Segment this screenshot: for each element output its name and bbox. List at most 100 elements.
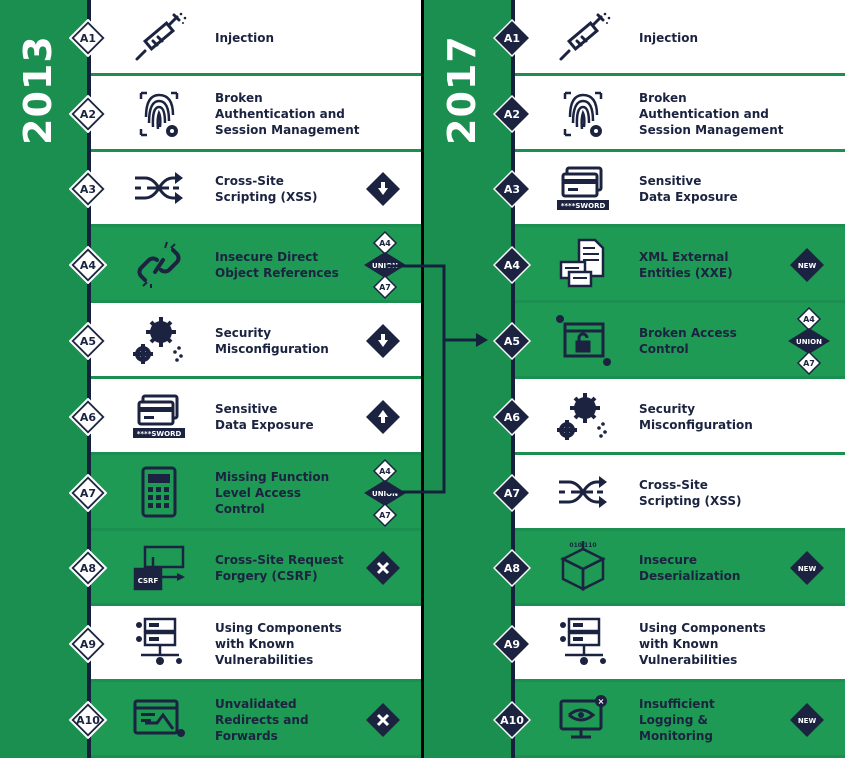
risk-row-a9: A9 Using Components with Known Vulnerabi… <box>69 606 421 683</box>
risk-label: Unvalidated Redirects and Forwards <box>215 697 309 744</box>
risk-row-a4: A4 XML External Entities (XXE) NEW <box>493 227 845 304</box>
rank-badge: A7 <box>493 473 531 512</box>
risk-label: Insecure Direct Object References <box>215 250 339 281</box>
risk-label: Broken Authentication and Session Manage… <box>639 90 784 137</box>
svg-text:A7: A7 <box>379 511 391 520</box>
gears-icon <box>555 390 611 444</box>
svg-text:A5: A5 <box>504 335 520 348</box>
rank-badge: A3 <box>69 170 107 209</box>
risk-label: Security Misconfiguration <box>639 401 753 432</box>
rank-badge: A6 <box>493 397 531 436</box>
svg-text:A8: A8 <box>80 562 96 575</box>
svg-text:UNION: UNION <box>372 262 398 270</box>
removed-icon <box>365 702 401 738</box>
rank-badge: A1 <box>69 18 107 57</box>
svg-text:A10: A10 <box>76 714 100 727</box>
risk-label: Insufficient Logging & Monitoring <box>639 697 715 744</box>
svg-text:A9: A9 <box>80 638 96 651</box>
risk-label: Broken Authentication and Session Manage… <box>215 90 360 137</box>
syringe-icon <box>131 11 187 65</box>
server-icon <box>555 617 611 671</box>
rank-badge: A8 <box>69 549 107 588</box>
risk-row-a3: A3 ****SWORD Sensitive Data Exposure <box>493 151 845 228</box>
risk-label: Cross-Site Request Forgery (CSRF) <box>215 553 344 584</box>
svg-text:A6: A6 <box>80 411 97 424</box>
rank-badge: A3 <box>493 170 531 209</box>
union-marker: A4 UNION A7 <box>363 230 407 300</box>
rank-badge: A4 <box>493 246 531 285</box>
moved-up-icon <box>365 399 401 435</box>
svg-text:A8: A8 <box>504 562 520 575</box>
risk-label: Injection <box>639 30 699 45</box>
moved-down-icon <box>365 323 401 359</box>
risk-row-a5: A5 Broken Access Control A4 UNION A7 <box>493 303 845 379</box>
risk-row-a5: A5 Security Misconfiguration <box>69 303 421 379</box>
new-badge: NEW <box>789 247 825 283</box>
panel-2017: 2017 A1 Injection A2 Broken Authenticati… <box>424 0 845 758</box>
svg-text:A4: A4 <box>379 467 391 476</box>
monitor-eye-icon: × <box>555 693 611 747</box>
svg-text:A3: A3 <box>80 183 96 196</box>
rank-badge: A4 <box>69 246 107 285</box>
csrf-icon: CSRF <box>131 541 187 595</box>
svg-text:A10: A10 <box>500 714 524 727</box>
risk-row-a4: A4 Insecure Direct Object References A4 … <box>69 227 421 304</box>
risk-row-a3: A3 Cross-Site Scripting (XSS) <box>69 151 421 228</box>
rank-badge: A10 <box>493 701 531 740</box>
svg-text:010 110: 010 110 <box>569 542 596 549</box>
rank-badge: A7 <box>69 473 107 512</box>
svg-text:UNION: UNION <box>796 338 822 346</box>
svg-text:NEW: NEW <box>798 717 817 725</box>
svg-text:A7: A7 <box>803 359 815 368</box>
shuffle-icon <box>555 466 611 520</box>
removed-icon <box>365 550 401 586</box>
svg-text:UNION: UNION <box>372 490 398 498</box>
timeline-line-2017 <box>511 0 515 758</box>
svg-text:A4: A4 <box>504 259 521 272</box>
svg-text:A1: A1 <box>80 32 96 45</box>
rows-2017: A1 Injection A2 Broken Authentication an… <box>493 0 845 758</box>
rank-badge: A9 <box>69 625 107 664</box>
risk-label: Broken Access Control <box>639 326 737 357</box>
rank-badge: A2 <box>69 94 107 133</box>
rank-badge: A10 <box>69 701 107 740</box>
risk-label: Injection <box>215 30 275 45</box>
rank-badge: A6 <box>69 397 107 436</box>
rank-badge: A5 <box>69 322 107 361</box>
svg-text:A9: A9 <box>504 638 520 651</box>
cube-icon: 010 110 <box>555 541 611 595</box>
rank-badge: A5 <box>493 322 531 361</box>
svg-text:A7: A7 <box>379 283 391 292</box>
svg-text:A7: A7 <box>80 487 96 500</box>
risk-label: Sensitive Data Exposure <box>215 401 314 432</box>
rows-2013: A1 Injection A2 Broken Authentication an… <box>69 0 421 758</box>
year-2013-label: 2013 <box>16 35 60 145</box>
panel-2013: 2013 A1 Injection A2 Broken Authenticati… <box>0 0 421 758</box>
syringe-icon <box>555 11 611 65</box>
svg-text:****SWORD: ****SWORD <box>561 202 606 210</box>
risk-label: XML External Entities (XXE) <box>639 250 733 281</box>
gears-icon <box>131 314 187 368</box>
svg-text:A4: A4 <box>379 239 391 248</box>
risk-label: Security Misconfiguration <box>215 326 329 357</box>
risk-row-a9: A9 Using Components with Known Vulnerabi… <box>493 606 845 683</box>
broken-link-icon <box>131 238 187 292</box>
svg-text:A5: A5 <box>80 335 96 348</box>
risk-row-a1: A1 Injection <box>69 0 421 76</box>
risk-row-a10: A10 × Insufficient Logging & Monitoring NE… <box>493 682 845 758</box>
shuffle-icon <box>131 162 187 216</box>
risk-label: Sensitive Data Exposure <box>639 174 738 205</box>
year-strip-2013: 2013 <box>0 0 88 758</box>
new-badge: NEW <box>789 550 825 586</box>
risk-label: Cross-Site Scripting (XSS) <box>639 477 742 508</box>
moved-down-icon <box>365 171 401 207</box>
redirect-icon <box>131 693 187 747</box>
timeline-line-2013 <box>87 0 91 758</box>
calculator-icon <box>131 466 187 520</box>
risk-row-a10: A10 Unvalidated Redirects and Forwards <box>69 682 421 758</box>
union-marker: A4 UNION A7 <box>363 458 407 528</box>
rank-badge: A2 <box>493 94 531 133</box>
risk-row-a2: A2 Broken Authentication and Session Man… <box>69 75 421 152</box>
svg-text:A4: A4 <box>80 259 97 272</box>
